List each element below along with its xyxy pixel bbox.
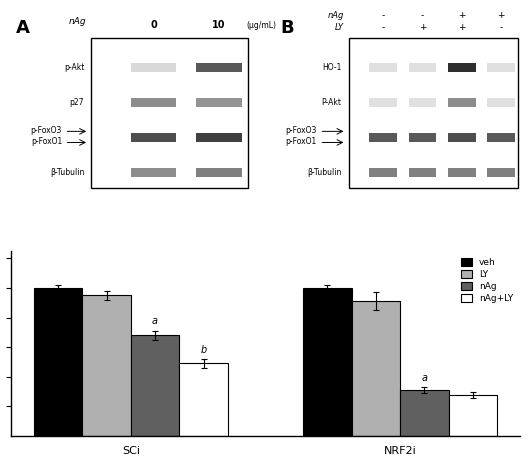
Bar — [131, 168, 176, 177]
Bar — [487, 133, 515, 142]
Text: LY: LY — [335, 23, 344, 32]
Text: (μg/mL): (μg/mL) — [246, 21, 276, 29]
Bar — [370, 133, 397, 142]
Text: -: - — [421, 11, 424, 20]
Text: p27: p27 — [70, 98, 84, 107]
Bar — [349, 38, 518, 188]
Bar — [409, 98, 436, 107]
Text: nAg: nAg — [328, 11, 344, 20]
Text: HO-1: HO-1 — [322, 63, 341, 72]
Text: a: a — [422, 373, 427, 383]
Bar — [409, 168, 436, 177]
Bar — [196, 168, 242, 177]
Bar — [131, 63, 176, 72]
Text: β-Tubulin: β-Tubulin — [307, 168, 341, 177]
Bar — [370, 168, 397, 177]
Bar — [131, 133, 176, 142]
Text: p-FoxO1: p-FoxO1 — [31, 137, 62, 146]
Bar — [196, 63, 242, 72]
Text: p-FoxO3: p-FoxO3 — [31, 126, 62, 135]
Text: 0: 0 — [150, 20, 157, 29]
Text: -: - — [382, 11, 385, 20]
Bar — [487, 63, 515, 72]
Text: +: + — [458, 11, 466, 20]
Legend: veh, LY, nAg, nAg+LY: veh, LY, nAg, nAg+LY — [458, 255, 516, 305]
Text: p-FoxO1: p-FoxO1 — [286, 137, 317, 146]
Bar — [448, 63, 476, 72]
Text: -: - — [382, 23, 385, 32]
Text: a: a — [152, 316, 158, 326]
Text: B: B — [280, 19, 294, 37]
Bar — [487, 168, 515, 177]
Text: +: + — [458, 23, 466, 32]
Bar — [448, 98, 476, 107]
Bar — [131, 98, 176, 107]
Bar — [196, 133, 242, 142]
Bar — [448, 133, 476, 142]
Bar — [409, 63, 436, 72]
Bar — [179, 364, 228, 436]
Bar — [409, 133, 436, 142]
Bar — [487, 98, 515, 107]
Bar — [91, 38, 249, 188]
Bar — [82, 295, 131, 436]
Text: -: - — [500, 23, 503, 32]
Text: P-Akt: P-Akt — [321, 98, 341, 107]
Text: +: + — [419, 23, 426, 32]
Text: +: + — [498, 11, 505, 20]
Bar — [196, 98, 242, 107]
Text: b: b — [200, 345, 207, 354]
Bar — [449, 395, 497, 436]
Bar — [303, 288, 352, 436]
Text: A: A — [15, 19, 29, 37]
Text: β-Tubulin: β-Tubulin — [50, 168, 84, 177]
Bar — [352, 301, 400, 436]
Bar — [370, 63, 397, 72]
Text: nAg: nAg — [69, 17, 87, 26]
Bar — [370, 98, 397, 107]
Bar — [131, 335, 179, 436]
Bar — [400, 390, 449, 436]
Text: p-FoxO3: p-FoxO3 — [286, 126, 317, 135]
Bar — [448, 168, 476, 177]
Text: 10: 10 — [212, 20, 226, 29]
Text: p-Akt: p-Akt — [64, 63, 84, 72]
Bar — [34, 288, 82, 436]
